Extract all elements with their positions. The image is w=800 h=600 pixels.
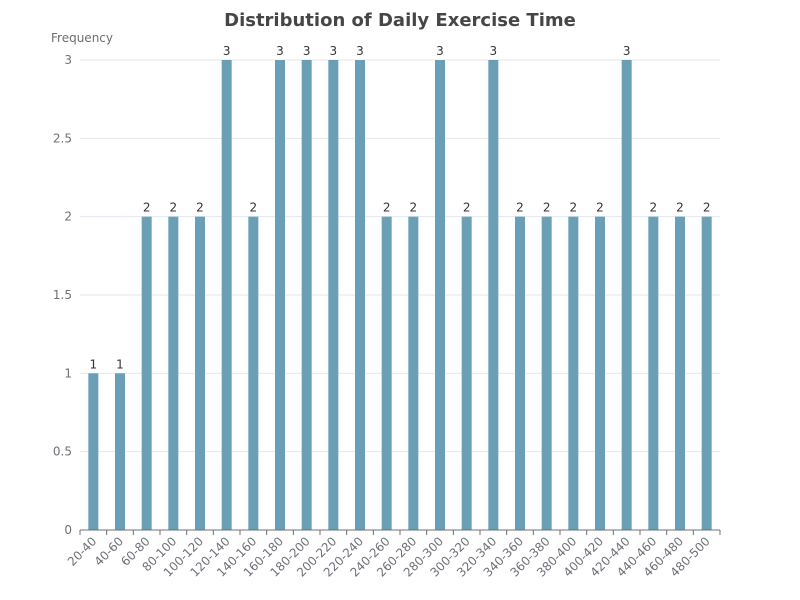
bar [675,216,685,530]
bar [595,216,605,530]
bar-value-label: 3 [623,44,631,58]
bar-value-label: 2 [383,201,391,215]
bar-value-label: 3 [356,44,364,58]
bar [328,60,339,530]
bar [435,60,445,530]
bar [488,60,499,530]
bar-value-label: 2 [196,201,204,215]
bar-value-label: 2 [650,201,658,215]
y-axis-label: Frequency [51,31,113,45]
y-tick-label: 0.5 [53,445,72,459]
y-tick-label: 3 [64,53,72,67]
bar-value-label: 3 [223,44,231,58]
bar-value-label: 2 [570,201,578,215]
bar [301,60,312,530]
y-tick-label: 0 [64,523,72,537]
bar [621,60,632,530]
y-tick-label: 1 [64,366,72,380]
bar-value-label: 2 [676,201,684,215]
bar [381,216,392,530]
bar [195,216,205,530]
x-tick-label: 20-40 [65,534,100,569]
bar [461,216,472,530]
grid-lines [80,59,720,453]
chart-title: Distribution of Daily Exercise Time [224,10,576,31]
bar-value-label: 3 [330,44,338,58]
bar [355,60,365,530]
bar-value-label: 2 [170,201,178,215]
bar [568,216,579,530]
bar [275,60,285,530]
bar-value-label: 1 [90,357,98,371]
bar-value-label: 3 [490,44,498,58]
bar [648,216,659,530]
bar-value-label: 1 [116,357,124,371]
bar [248,216,259,530]
bar [515,216,525,530]
bar-value-label: 2 [516,201,524,215]
bar [115,373,125,530]
bar [141,216,152,530]
y-tick-label: 2 [64,210,72,224]
bar-value-label: 2 [250,201,258,215]
bar [168,216,179,530]
bar-value-label: 2 [596,201,604,215]
bars: 1 1 2 2 2 3 2 3 3 3 3 2 2 3 2 3 2 2 2 2 3 2 2 2 [88,44,712,530]
bar [408,216,419,530]
bar-value-label: 2 [143,201,151,215]
y-tick-label: 1.5 [53,288,72,302]
bar-value-label: 2 [410,201,418,215]
bar-value-label: 2 [703,201,711,215]
x-tick-label: 40-60 [92,534,127,569]
bar-value-label: 2 [463,201,471,215]
bar [221,60,232,530]
bar-value-label: 2 [543,201,551,215]
bar [701,216,712,530]
y-tick-label: 2.5 [53,131,72,145]
bar-value-label: 3 [436,44,444,58]
bar [88,373,99,530]
bar-value-label: 3 [276,44,284,58]
bar [541,216,552,530]
bar-value-label: 3 [303,44,311,58]
